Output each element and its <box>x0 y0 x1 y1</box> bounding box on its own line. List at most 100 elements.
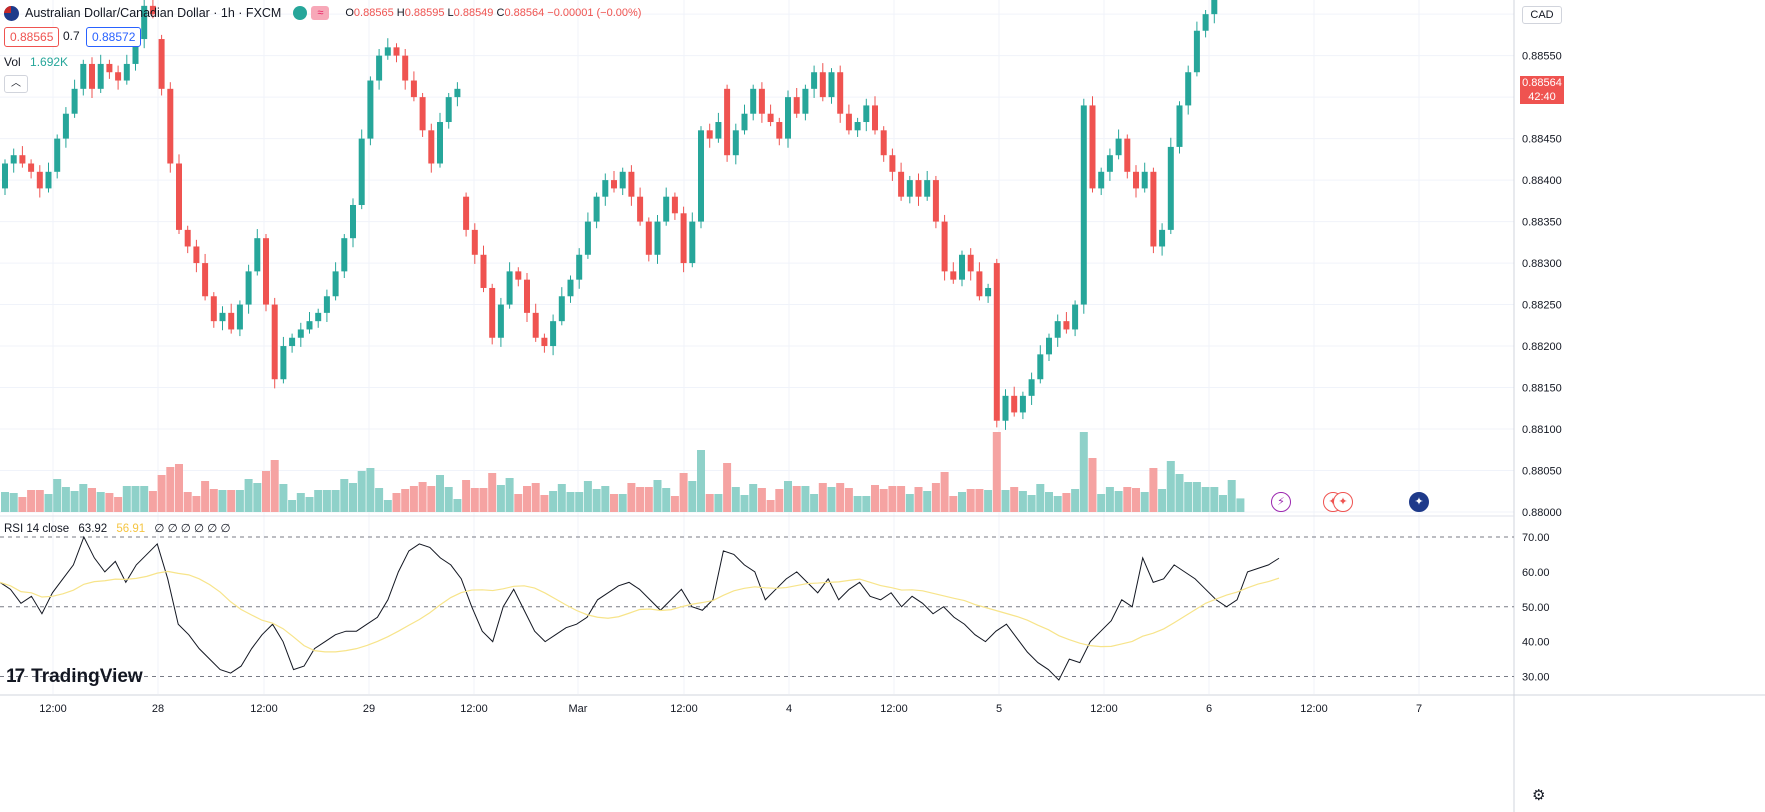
market-status-icon[interactable] <box>293 6 308 20</box>
candle-body <box>819 72 826 98</box>
volume-bar <box>479 488 488 512</box>
candle-body <box>489 287 496 338</box>
candle-body <box>915 180 922 197</box>
volume-bar <box>183 492 192 512</box>
candle-body <box>367 80 374 139</box>
volume-bar <box>1105 487 1114 512</box>
rsi-ma-value: 56.91 <box>116 523 146 535</box>
volume-bar <box>244 479 253 512</box>
candle-body <box>497 304 504 338</box>
candle-body <box>1159 229 1166 247</box>
volume-bar <box>1045 492 1053 512</box>
time-axis: 12:00 28 12:00 29 12:00 Mar 12:00 4 12:00 5 12:00 6… <box>39 703 1422 715</box>
volume-bar <box>209 489 218 512</box>
rsi-tick-label: 70.00 <box>1522 532 1550 544</box>
volume-bar <box>270 460 279 512</box>
candle-body <box>350 204 356 239</box>
candle-body <box>236 304 243 330</box>
rsi-axis: 70.00 60.00 50.00 40.00 30.00 <box>1522 532 1550 684</box>
volume-bar <box>1149 468 1158 512</box>
candle-body <box>132 39 139 64</box>
volume-label: Vol <box>4 55 21 69</box>
volume-bar <box>366 468 375 512</box>
volume-bar <box>418 482 427 512</box>
volume-bar <box>583 481 592 512</box>
time-tick-label: 29 <box>363 703 375 715</box>
volume-bar <box>1236 498 1245 512</box>
candle-body <box>228 312 235 330</box>
time-tick-label: 12:00 <box>39 703 67 715</box>
volume-bar <box>392 493 401 512</box>
volume-bar <box>844 488 853 512</box>
lightning-icon[interactable]: ⚡ <box>1271 492 1291 512</box>
rsi-tick-label: 30.00 <box>1522 672 1550 684</box>
candle-body <box>297 329 304 338</box>
candle-body <box>576 254 583 280</box>
ohlc-readout: O0.88565 H0.88595 L0.88549 C0.88564 −0.0… <box>345 7 642 19</box>
candle-body <box>515 271 522 280</box>
candle-body <box>1028 379 1035 396</box>
price-tick-label: 0.88250 <box>1522 300 1562 312</box>
ask-price-box[interactable]: 0.88572 <box>86 27 142 47</box>
volume-bar <box>1184 482 1193 512</box>
candle-body <box>62 113 69 139</box>
rsi-value-marker <box>1515 550 1565 566</box>
volume-bar <box>496 485 505 512</box>
tradingview-logo[interactable]: 17 TradingView <box>6 666 143 688</box>
candle-body <box>1037 354 1044 380</box>
gear-icon[interactable]: ⚙ <box>1532 787 1546 804</box>
volume-bar <box>1123 487 1132 512</box>
volume-legend[interactable]: Vol 1.692K <box>4 55 68 69</box>
candle-body <box>959 254 965 280</box>
rsi-empty-values: ∅ ∅ ∅ ∅ ∅ ∅ <box>154 523 231 535</box>
volume-bar <box>427 486 436 512</box>
candle-body <box>1185 72 1192 106</box>
candle-body <box>619 171 626 189</box>
candle-body <box>410 80 417 98</box>
volume-bar <box>610 494 618 512</box>
candle-body <box>454 88 461 98</box>
candle-body <box>176 163 182 230</box>
candle-body <box>985 287 992 297</box>
symbol-title[interactable]: Australian Dollar/Canadian Dollar · 1h ·… <box>25 6 282 20</box>
volume-bar <box>79 484 88 512</box>
candle-body <box>376 55 383 81</box>
symbol-header[interactable]: Australian Dollar/Canadian Dollar · 1h ·… <box>4 4 641 22</box>
volume-bar <box>357 471 366 512</box>
volume-bar <box>575 492 584 512</box>
volume-bar <box>1192 482 1201 512</box>
volume-bar <box>566 492 575 512</box>
currency-selector[interactable]: CAD <box>1522 6 1562 24</box>
volume-bar <box>636 487 645 512</box>
australia-flag-icon[interactable]: ✦ <box>1409 492 1429 512</box>
volume-bar <box>966 489 975 512</box>
canada-flag-icon[interactable]: ✦ <box>1333 492 1353 512</box>
rsi-tick-label: 40.00 <box>1522 637 1550 649</box>
volume-bar <box>1201 487 1210 512</box>
data-feed-icon[interactable]: ≈ <box>311 6 330 20</box>
candle-body <box>1019 395 1026 413</box>
volume-bar <box>601 486 610 512</box>
candle-body <box>1202 14 1209 31</box>
candle-body <box>36 171 43 189</box>
volume-bar <box>905 494 914 512</box>
chevron-up-icon[interactable]: ︿ <box>4 75 28 93</box>
rsi-legend[interactable]: RSI 14 close 63.92 56.91 ∅ ∅ ∅ ∅ ∅ ∅ <box>4 521 230 535</box>
volume-bar <box>88 488 96 512</box>
volume-bar <box>96 492 105 512</box>
volume-bar <box>697 450 705 512</box>
volume-bar <box>35 490 44 512</box>
candle-body <box>671 196 678 214</box>
candle-body <box>463 196 470 230</box>
candle-body <box>1106 155 1113 172</box>
volume-bar <box>1166 461 1175 512</box>
candle-body <box>950 271 957 280</box>
last-price: 0.88564 <box>1522 77 1562 89</box>
bid-price-box[interactable]: 0.88565 <box>4 27 60 47</box>
candle-body <box>654 221 661 255</box>
volume-bar <box>1062 493 1071 512</box>
candle-body <box>1141 171 1148 189</box>
volume-bar <box>1018 491 1027 512</box>
volume-bar <box>444 487 453 512</box>
